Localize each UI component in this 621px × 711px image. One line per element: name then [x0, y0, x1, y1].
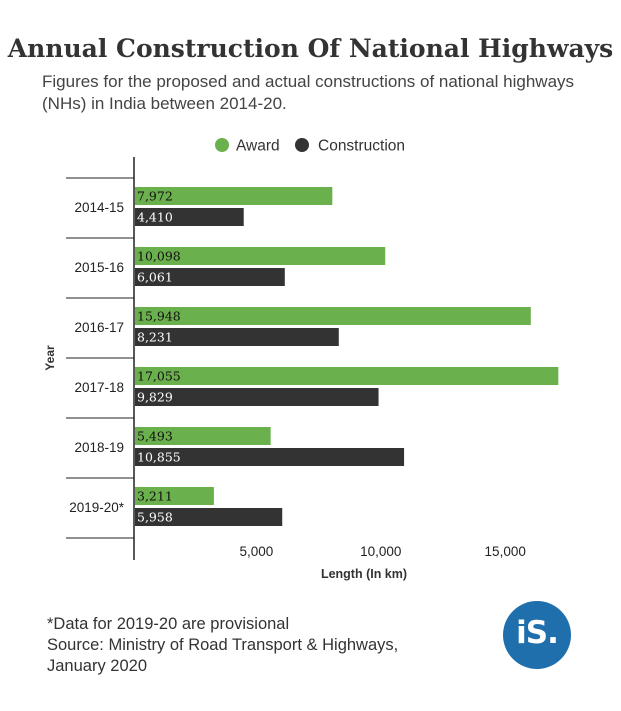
bar-construction	[135, 448, 405, 466]
x-tick-label: 5,000	[240, 544, 274, 559]
x-tick-label: 10,000	[360, 544, 401, 559]
data-label-construction: 4,410	[137, 210, 173, 225]
y-tick-label: 2014-15	[74, 200, 124, 215]
bar-construction	[135, 508, 283, 526]
x-axis-title: Length (In km)	[321, 567, 407, 581]
logo-icon: iS.	[503, 601, 571, 669]
legend-marker-award	[215, 138, 229, 152]
data-label-award: 3,211	[137, 489, 173, 504]
data-label-award: 15,948	[137, 309, 181, 324]
source-line-1: Source: Ministry of Road Transport & Hig…	[47, 636, 399, 654]
bar-award	[135, 487, 214, 505]
bar-chart: Award Construction 2014-15 7,972 4,410 2015-1…	[43, 138, 559, 581]
chart-subtitle: Figures for the proposed and actual cons…	[42, 72, 575, 113]
chart-title: Annual Construction Of National Highways	[7, 34, 614, 63]
data-label-construction: 5,958	[137, 510, 173, 525]
footnote-block: *Data for 2019-20 are provisional Source…	[47, 614, 467, 677]
source-line-2: January 2020	[47, 657, 147, 675]
y-tick-label: 2019-20*	[69, 500, 125, 515]
legend-label-award: Award	[236, 138, 280, 155]
bar-award	[135, 427, 271, 445]
y-axis-title: Year	[43, 345, 57, 371]
bar-award	[135, 367, 559, 385]
data-label-construction: 6,061	[137, 270, 173, 285]
bar-award	[135, 187, 333, 205]
x-tick-label: 15,000	[485, 544, 526, 559]
data-label-award: 10,098	[137, 249, 181, 264]
data-label-award: 7,972	[137, 189, 173, 204]
data-label-construction: 8,231	[137, 330, 173, 345]
data-label-construction: 10,855	[137, 450, 181, 465]
bar-award	[135, 247, 386, 265]
y-tick-label: 2016-17	[74, 320, 124, 335]
y-tick-label: 2017-18	[74, 380, 124, 395]
logo-text: iS.	[516, 615, 559, 651]
legend-label-construction: Construction	[318, 138, 405, 155]
bar-construction	[135, 268, 285, 286]
data-label-award: 17,055	[137, 369, 181, 384]
footnote: *Data for 2019-20 are provisional	[47, 615, 290, 633]
y-tick-label: 2015-16	[74, 260, 124, 275]
legend-marker-construction	[295, 138, 309, 152]
data-label-award: 5,493	[137, 429, 173, 444]
y-tick-label: 2018-19	[74, 440, 124, 455]
data-label-construction: 9,829	[137, 390, 173, 405]
bar-construction	[135, 208, 244, 226]
bar-construction	[135, 388, 379, 406]
bar-award	[135, 307, 531, 325]
bar-construction	[135, 328, 339, 346]
